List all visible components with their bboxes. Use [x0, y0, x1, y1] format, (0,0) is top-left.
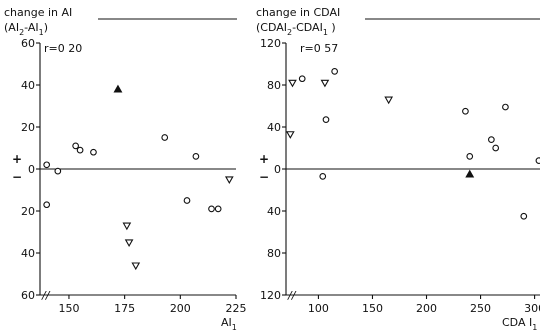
chart2-y-tick-label: 80 [267, 247, 281, 260]
chart1-y-tick-label: 40 [21, 79, 35, 92]
chart2-point-circle [535, 157, 540, 164]
chart2-x-axis-title-main: CDA I [502, 316, 532, 329]
chart1-point-circle [183, 197, 191, 204]
chart1-point-triangle-up [113, 84, 123, 93]
chart2-point-triangle-down [285, 131, 295, 139]
chart2-point-circle [319, 173, 327, 180]
chart2-negative-sign: − [259, 170, 269, 184]
chart2-title-sub-a: 2 [287, 28, 292, 37]
chart1-x-tick-label: 150 [58, 302, 79, 315]
chart2-y-tick-label: 80 [267, 79, 281, 92]
chart1-point-circle [208, 205, 215, 213]
chart1-point-circle [161, 134, 169, 141]
chart2-point-circle [492, 144, 500, 152]
chart2-x-tick-label: 250 [470, 302, 491, 315]
chart1-point-circle [72, 142, 79, 150]
chart2-point-triangle-down [384, 96, 394, 105]
chart2-y-tick-label: 120 [260, 37, 281, 50]
chart1-title-line1: change in AI [4, 6, 72, 19]
chart1-y-tick-label: 20 [21, 205, 35, 218]
chart2-title-sub-b: 1 [323, 28, 328, 37]
chart1-y-tick-label: 0 [28, 163, 35, 176]
chart1-point-circle [43, 161, 51, 169]
chart1-title-part-c: ) [44, 21, 48, 34]
chart1-y-tick-label: 60 [21, 37, 35, 50]
chart1-title-line2: (AI2-AI1) [4, 21, 48, 37]
chart1-point-triangle-down [131, 262, 141, 271]
chart2-point-circle [520, 212, 528, 220]
chart1-negative-sign: − [12, 170, 22, 184]
chart2-point-circle [466, 153, 474, 160]
chart1-point-triangle-down [122, 222, 132, 231]
chart2-y-tick-label: 0 [274, 163, 281, 176]
chart2-point-circle [462, 107, 469, 115]
chart2-point-circle [331, 67, 338, 75]
chart2-positive-sign: + [259, 152, 269, 166]
chart1-point-circle [43, 201, 51, 209]
chart2-point-triangle-up [465, 169, 475, 178]
chart1-stat-r: r=0 20 [44, 42, 82, 55]
chart1-y-tick-label: 60 [21, 289, 35, 302]
chart2-axis-break: // [287, 289, 297, 302]
chart1-title-part-b: -AI [24, 21, 39, 34]
chart2-x-tick-label: 100 [308, 302, 329, 315]
chart2-x-tick-label: 150 [362, 302, 383, 315]
chart1-point-circle [54, 167, 62, 175]
chart1-point-circle [90, 148, 97, 156]
chart2-title-part-a: (CDAI [256, 21, 287, 34]
chart2-x-axis-title-sub: 1 [532, 323, 537, 332]
chart1-title-sub-b: 1 [39, 28, 44, 37]
chart1-x-tick-label: 200 [170, 302, 191, 315]
chart2-title-part-b: -CDAI [292, 21, 323, 34]
chart2-point-circle [502, 103, 509, 111]
chart1-y-tick-label: 40 [21, 247, 35, 260]
chart1-y-tick-label: 20 [21, 121, 35, 134]
chart1-x-tick-label: 175 [114, 302, 135, 315]
chart2-title-part-c: ) [328, 21, 336, 34]
chart2-x-axis-title: CDA I1 [502, 316, 537, 332]
chart2-point-triangle-down [288, 79, 297, 88]
chart2-title-line1: change in CDAI [256, 6, 340, 19]
chart2-y-tick-label: 40 [267, 205, 281, 218]
chart2-title-line2: (CDAI2-CDAI1 ) [256, 21, 336, 37]
chart2-stat-r: r=0 57 [300, 42, 338, 55]
chart2-point-circle [488, 136, 495, 143]
chart1-point-circle [76, 146, 84, 154]
chart1-point-circle [214, 205, 222, 213]
chart1-x-axis-title-main: AI [221, 316, 232, 329]
chart2-point-circle [322, 116, 330, 123]
chart1-x-tick-label: 225 [226, 302, 247, 315]
chart1-point-triangle-down [224, 176, 234, 185]
chart1-point-circle [192, 153, 200, 160]
chart2-y-tick-label: 40 [267, 121, 281, 134]
chart2-y-tick-label: 120 [260, 289, 281, 302]
chart1-positive-sign: + [12, 152, 22, 166]
chart1-title-part-a: (AI [4, 21, 19, 34]
chart1-x-axis-title-sub: 1 [232, 323, 237, 332]
chart2-point-triangle-down [320, 79, 330, 88]
chart2-point-circle [298, 75, 306, 83]
chart1-title-sub-a: 2 [19, 28, 24, 37]
chart1-axis-break: // [41, 289, 51, 302]
chart2-x-tick-label: 300 [524, 302, 540, 315]
chart1-point-triangle-down [124, 239, 134, 248]
chart2-x-tick-label: 200 [416, 302, 437, 315]
chart1-x-axis-title: AI1 [221, 316, 237, 332]
